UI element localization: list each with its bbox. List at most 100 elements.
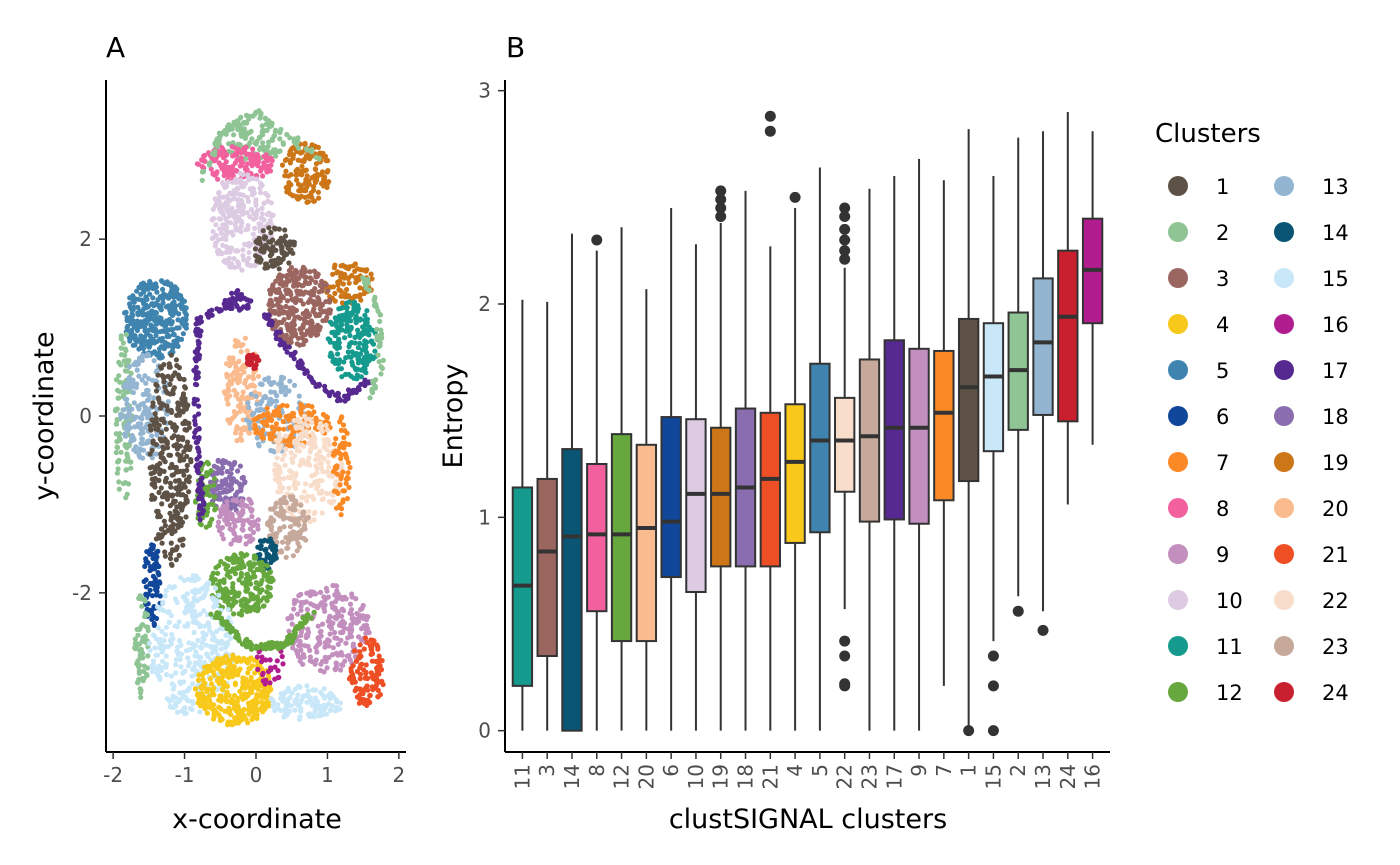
scatter-point — [255, 666, 261, 673]
scatter-point — [275, 470, 281, 477]
scatter-point — [217, 507, 223, 513]
scatter-point — [262, 685, 268, 691]
scatter-point — [259, 123, 265, 129]
scatter-point — [133, 384, 139, 390]
scatter-point — [141, 301, 147, 307]
scatter-point — [167, 465, 173, 471]
scatter-point — [194, 397, 200, 403]
scatter-point — [284, 298, 290, 304]
scatter-point — [334, 270, 340, 276]
scatter-point — [145, 343, 151, 350]
scatter-point — [156, 663, 162, 669]
scatter-point — [266, 225, 272, 231]
scatter-point — [167, 381, 173, 387]
scatter-point — [224, 397, 230, 403]
scatter-point — [118, 352, 125, 358]
scatter-point — [134, 318, 140, 324]
scatter-point — [163, 624, 169, 631]
scatter-point — [164, 439, 170, 445]
scatter-point — [166, 619, 172, 626]
scatter-point — [210, 688, 216, 694]
scatter-point — [181, 472, 187, 478]
scatter-point — [368, 353, 374, 359]
scatter-point — [332, 298, 338, 304]
scatter-point — [254, 357, 260, 363]
scatter-point — [220, 465, 226, 471]
scatter-region-cluster-15 — [268, 683, 343, 723]
scatter-point — [247, 526, 253, 532]
scatter-point — [308, 325, 314, 331]
scatter-point — [225, 385, 231, 392]
scatter-point — [192, 414, 198, 420]
scatter-point — [123, 495, 129, 501]
scatter-point — [303, 188, 309, 194]
scatter-point — [218, 678, 224, 685]
scatter-point — [274, 289, 280, 295]
scatter-point — [167, 452, 174, 458]
scatter-point — [162, 384, 168, 390]
scatter-point — [159, 494, 166, 500]
scatter-point — [156, 315, 162, 321]
scatter-point — [363, 630, 369, 636]
scatter-point — [342, 305, 349, 311]
scatter-point — [242, 479, 248, 485]
scatter-point — [288, 450, 294, 456]
scatter-point — [170, 331, 176, 337]
scatter-point — [305, 310, 311, 316]
scatter-point — [319, 510, 325, 516]
scatter-point — [220, 202, 227, 208]
scatter-point — [332, 315, 338, 321]
scatter-point — [286, 388, 292, 394]
scatter-point — [286, 628, 292, 634]
scatter-point — [226, 165, 232, 171]
scatter-point — [245, 198, 251, 204]
scatter-point — [229, 696, 235, 702]
scatter-point — [349, 616, 355, 622]
scatter-point — [181, 376, 187, 383]
scatter-point — [338, 512, 344, 518]
scatter-point — [217, 717, 223, 724]
scatter-point — [324, 665, 330, 671]
scatter-point — [355, 360, 361, 366]
scatter-point — [220, 591, 226, 598]
scatter-point — [162, 549, 168, 555]
scatter-point — [147, 587, 153, 593]
scatter-point — [174, 709, 180, 715]
scatter-point — [273, 153, 279, 159]
scatter-point — [186, 446, 192, 453]
scatter-point — [216, 582, 222, 588]
scatter-point — [176, 552, 182, 559]
scatter-point — [158, 451, 164, 457]
scatter-point — [355, 345, 361, 351]
scatter-point — [244, 302, 250, 309]
scatter-point — [323, 299, 329, 305]
scatter-point — [298, 697, 304, 704]
scatter-point — [269, 213, 275, 219]
scatter-point — [172, 596, 178, 602]
scatter-point — [231, 517, 237, 524]
scatter-point — [313, 279, 319, 285]
scatter-point — [238, 573, 244, 580]
scatter-point — [256, 605, 262, 611]
scatter-point — [138, 426, 145, 432]
scatter-point — [254, 435, 260, 441]
scatter-point — [345, 470, 351, 476]
scatter-point — [357, 340, 363, 346]
scatter-point — [191, 598, 197, 604]
scatter-point — [353, 350, 359, 357]
scatter-point — [186, 489, 192, 495]
scatter-point — [257, 185, 263, 191]
scatter-point — [207, 676, 213, 682]
scatter-point — [311, 198, 317, 204]
scatter-point — [252, 422, 258, 428]
scatter-point — [236, 565, 242, 571]
scatter-point — [117, 379, 123, 385]
scatter-point — [238, 551, 244, 557]
scatter-point — [217, 206, 223, 212]
scatter-point — [262, 376, 268, 383]
scatter-point — [243, 156, 249, 162]
scatter-point — [176, 325, 182, 331]
scatter-point — [163, 475, 169, 481]
scatter-point — [297, 462, 303, 468]
scatter-point — [142, 639, 148, 645]
